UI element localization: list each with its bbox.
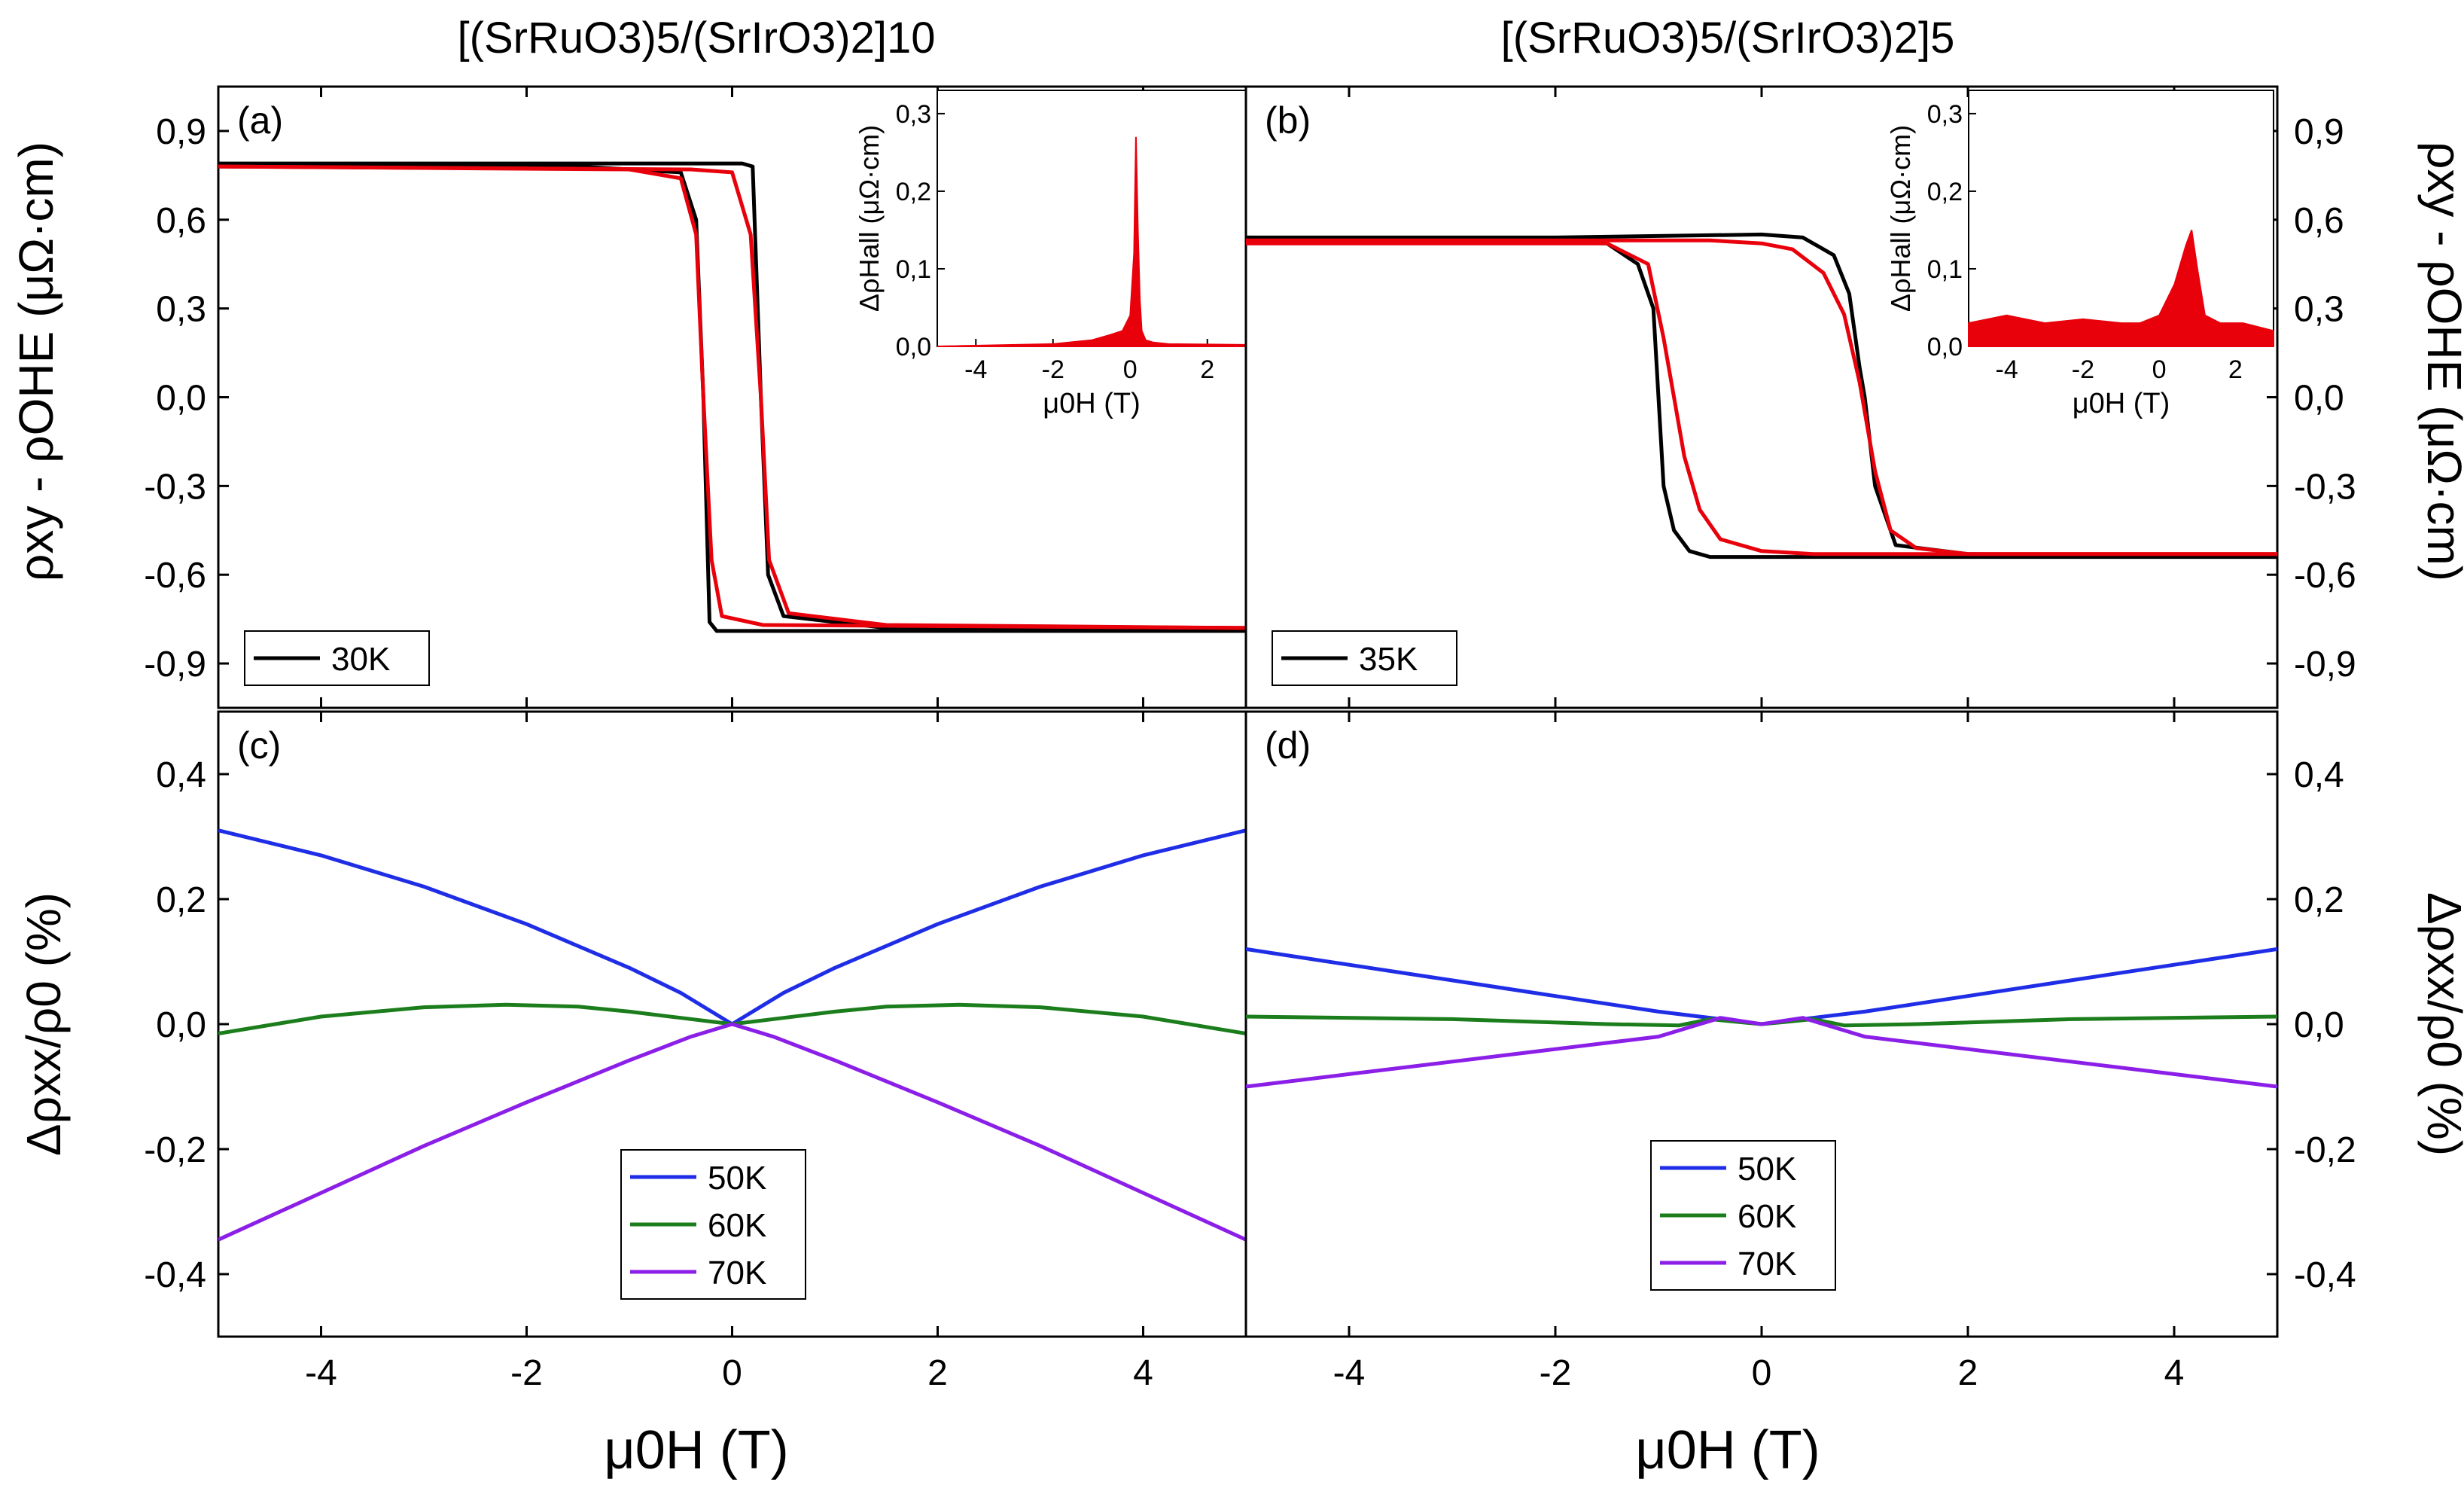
xtick-label: -2 [510, 1353, 543, 1393]
series-line-50K [1246, 947, 2277, 1026]
ytick-label: 0,2 [2294, 880, 2344, 920]
inset-ytick-label: 0,2 [896, 178, 931, 206]
series-line-50K [218, 828, 1246, 1026]
legend-label: 70K [1738, 1246, 1796, 1282]
xlabel-right: μ0H (T) [1635, 1420, 1820, 1480]
legend-label: 50K [708, 1160, 766, 1197]
panel-c: 0,4 0,2 0,0 -0,2 -0,4 -4 -2 0 2 4 (c) 50K 60K 70K [144, 710, 1247, 1393]
legend-label: 60K [708, 1207, 766, 1244]
ytick-label: -0,6 [2294, 556, 2356, 596]
series-line-70K [218, 1022, 1246, 1242]
inset-ytick-label: 0,3 [1927, 100, 1963, 129]
title-right: [(SrRuO3)5/(SrIrO3)2]5 [1501, 14, 1955, 63]
series-line-fit-up [218, 164, 1246, 630]
inset-ytick-label: 0,0 [896, 333, 931, 361]
inset-b: 0,0 0,1 0,2 0,3 -4 -2 0 2 μ0H (T) ΔρHall (μΩ·cm) [1885, 90, 2274, 419]
series-line-fit-down [1246, 241, 2277, 556]
panel-b: 0,90,60,30,0-0,3-0,6-0,9(b)35K0,00,10,20… [1244, 85, 2356, 709]
panel-label: (b) [1265, 99, 1311, 142]
ytick-label: 0,6 [2294, 201, 2344, 241]
ylabel-bottom-right: Δρxx/ρ0 (%) [2417, 892, 2464, 1156]
panel-label: (a) [237, 99, 283, 142]
series-line-fit-up [1246, 238, 2277, 556]
inset-a: 0,0 0,1 0,2 0,3 -4 -2 0 2 μ0H (T) ΔρHall (μΩ·cm) [854, 90, 1247, 419]
ytick-label: 0,9 [2294, 112, 2344, 152]
ytick-label: -0,6 [144, 556, 206, 596]
inset-xtick-label: -4 [1996, 355, 2018, 384]
legend-label: 30K [331, 641, 390, 678]
inset-xtick-label: 2 [1200, 355, 1214, 384]
legend-label: 35K [1359, 641, 1418, 678]
xtick-label: 4 [2164, 1353, 2185, 1393]
ylabel-top-left: ρxy - ρOHE (μΩ·cm) [9, 142, 63, 581]
inset-frame [937, 90, 1247, 347]
panel-label: (c) [237, 724, 281, 767]
inset-area [937, 136, 1247, 347]
ylabel-bottom-left: Δρxx/ρ0 (%) [17, 892, 71, 1156]
inset-xlabel: μ0H (T) [2073, 388, 2170, 419]
ytick-label: -0,4 [144, 1255, 206, 1295]
ytick-label: -0,9 [144, 645, 206, 685]
inset-ytick-label: 0,2 [1927, 178, 1963, 206]
legend-label: 70K [708, 1255, 766, 1291]
ylabel-top-right: ρxy - ρOHE (μΩ·cm) [2417, 142, 2464, 581]
ytick-label: -0,2 [2294, 1130, 2356, 1170]
ytick-label: 0,0 [2294, 1005, 2344, 1045]
inset-ytick-label: 0,3 [896, 100, 931, 129]
xtick-label: 4 [1133, 1353, 1153, 1393]
xtick-label: -4 [1333, 1353, 1366, 1393]
panel-a: 0,90,60,30,0-0,3-0,6-0,9(a)30K0,00,10,20… [144, 85, 1247, 709]
xtick-label: 0 [722, 1353, 742, 1393]
inset-area [1968, 230, 2274, 347]
series-line-70K [1246, 1016, 2277, 1089]
legend-label: 50K [1738, 1151, 1796, 1188]
series-line-fit-down [218, 164, 1246, 630]
inset-frame [1968, 90, 2274, 347]
inset-xtick-label: 0 [2152, 355, 2167, 384]
inset-ytick-label: 0,1 [896, 255, 931, 284]
inset-xlabel: μ0H (T) [1043, 388, 1141, 419]
inset-ytick-label: 0,1 [1927, 255, 1963, 284]
inset-xtick-label: -4 [964, 355, 987, 384]
ytick-label: 0,2 [156, 880, 206, 920]
inset-xtick-label: 0 [1123, 355, 1138, 384]
ytick-label: 0,9 [156, 112, 206, 152]
ytick-label: -0,2 [144, 1130, 206, 1170]
inset-ylabel: ΔρHall (μΩ·cm) [854, 125, 885, 312]
inset-xtick-label: 2 [2228, 355, 2243, 384]
ytick-label: 0,0 [2294, 379, 2344, 419]
inset-ytick-label: 0,0 [1927, 333, 1963, 361]
ytick-label: -0,9 [2294, 645, 2356, 685]
panel-d: 0,4 0,2 0,0 -0,2 -0,4 -4 -2 0 2 4 (d) 50K 60K 70K [1244, 710, 2356, 1393]
title-left: [(SrRuO3)5/(SrIrO3)2]10 [458, 14, 936, 63]
ytick-label: 0,0 [156, 379, 206, 419]
ytick-label: 0,6 [156, 201, 206, 241]
inset-xtick-label: -2 [1042, 355, 1064, 384]
ytick-label: 0,3 [2294, 290, 2344, 330]
xtick-label: -4 [305, 1353, 337, 1393]
xlabel-left: μ0H (T) [604, 1420, 788, 1480]
xtick-label: 0 [1752, 1353, 1772, 1393]
xtick-label: 2 [927, 1353, 948, 1393]
ytick-label: 0,0 [156, 1005, 206, 1045]
ytick-label: 0,4 [2294, 755, 2344, 795]
inset-xtick-label: -2 [2072, 355, 2094, 384]
legend-label: 60K [1738, 1198, 1796, 1235]
series-line-data-up [1246, 232, 2277, 560]
xtick-label: 2 [1958, 1353, 1978, 1393]
ytick-label: -0,3 [144, 467, 206, 507]
panel-label: (d) [1265, 724, 1311, 767]
xtick-label: -2 [1540, 1353, 1572, 1393]
ytick-label: 0,4 [156, 755, 206, 795]
series-line-60K [218, 1002, 1246, 1035]
ytick-label: 0,3 [156, 290, 206, 330]
ytick-label: -0,4 [2294, 1255, 2356, 1295]
ytick-label: -0,3 [2294, 467, 2356, 507]
inset-ylabel: ΔρHall (μΩ·cm) [1885, 125, 1916, 312]
